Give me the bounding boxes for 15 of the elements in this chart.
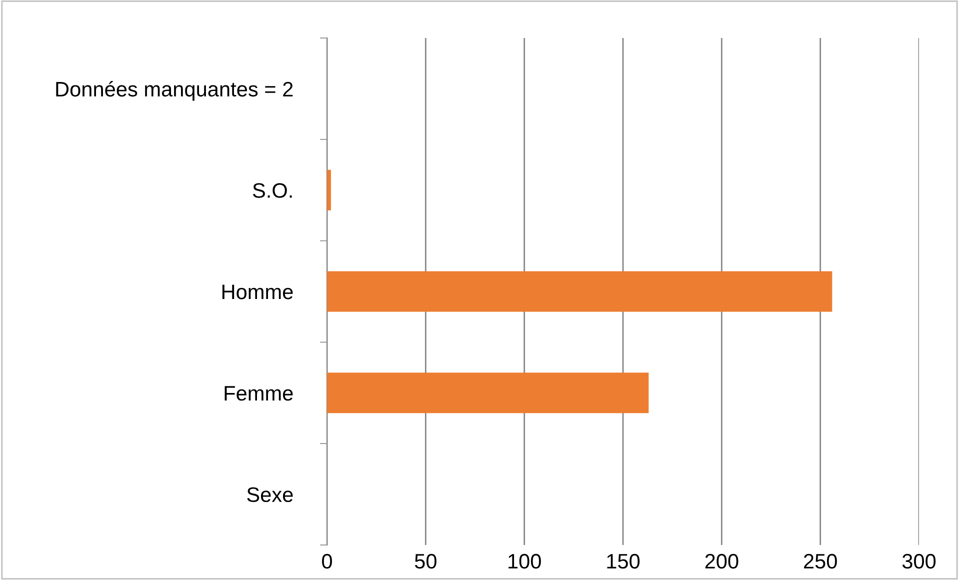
x-tick-label: 0 <box>322 554 332 569</box>
x-tick-label: 50 <box>414 554 436 569</box>
x-tick-label: 150 <box>607 554 640 569</box>
y-tick-label: Femme <box>224 386 293 401</box>
x-tick-label: 300 <box>902 554 936 569</box>
x-tick-label: 250 <box>804 554 837 569</box>
y-tick-label: Sexe <box>247 487 293 502</box>
bar <box>327 271 832 312</box>
x-tick-label: 100 <box>508 554 541 569</box>
bar <box>327 170 331 210</box>
x-tick-label: 200 <box>705 554 738 569</box>
y-tick-label: Données manquantes = 2 <box>56 81 293 101</box>
y-tick-label: Homme <box>222 284 293 300</box>
y-tick-label: S.O. <box>252 183 292 198</box>
bar <box>327 372 649 414</box>
